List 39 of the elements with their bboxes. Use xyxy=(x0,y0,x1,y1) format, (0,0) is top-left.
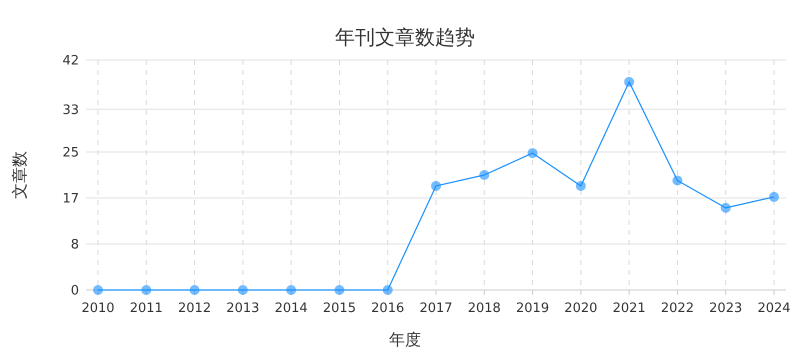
x-tick-label: 2012 xyxy=(178,301,212,316)
x-tick-label: 2017 xyxy=(419,301,453,316)
y-tick-label: 42 xyxy=(62,54,79,68)
y-tick-label: 33 xyxy=(62,102,79,118)
x-tick-label: 2021 xyxy=(612,301,646,316)
x-tick-label: 2023 xyxy=(709,301,742,316)
x-tick-label: 2020 xyxy=(564,301,598,316)
point xyxy=(624,76,634,87)
point xyxy=(93,285,103,295)
x-axis-title: 年度 xyxy=(389,330,421,349)
point xyxy=(190,285,200,295)
x-tick-label: 2015 xyxy=(322,301,356,316)
x-tick-label: 2019 xyxy=(516,301,550,316)
point xyxy=(431,180,441,191)
point xyxy=(382,285,393,295)
point xyxy=(334,285,344,295)
x-tick-label: 2013 xyxy=(226,301,260,316)
y-axis-title: 文章数 xyxy=(10,151,29,199)
point xyxy=(528,148,538,158)
point xyxy=(286,285,296,295)
chart-title: 年刊文章数趋势 xyxy=(335,25,475,49)
x-tick-label: 2011 xyxy=(130,301,163,316)
point xyxy=(769,192,779,202)
y-tick-label: 25 xyxy=(62,146,79,160)
y-tick-label: 17 xyxy=(62,192,79,206)
x-tick-label: 2010 xyxy=(81,301,115,316)
point xyxy=(238,285,248,295)
x-tick-label: 2024 xyxy=(757,301,791,316)
point xyxy=(672,175,682,186)
point xyxy=(141,285,152,295)
y-tick-label: 8 xyxy=(70,238,79,252)
x-tick-label: 2022 xyxy=(660,301,694,316)
x-tick-label: 2016 xyxy=(371,301,404,316)
x-tick-label: 2018 xyxy=(468,301,501,316)
point xyxy=(576,180,586,191)
y-tick-label: 0 xyxy=(70,284,79,298)
point xyxy=(479,170,490,180)
point xyxy=(720,202,731,213)
x-tick-label: 2014 xyxy=(274,301,308,316)
